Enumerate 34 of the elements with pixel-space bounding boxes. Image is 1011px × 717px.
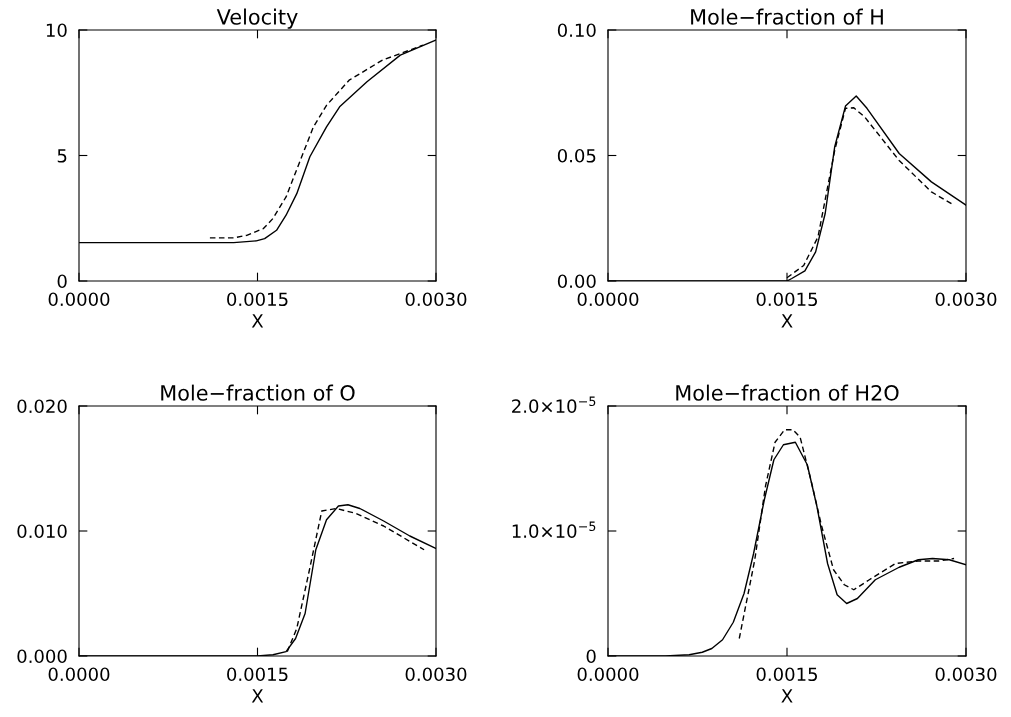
x-axis-title: X [251, 314, 264, 328]
x-tick-label: 0.0015 [756, 667, 818, 682]
chart-title: Mole−fraction of H2O [676, 384, 899, 401]
y-tick-label: 0.10 [557, 23, 596, 38]
chart-title: Velocity [216, 8, 298, 29]
x-tick-label: 0.0015 [756, 292, 818, 307]
y-tick-label: 0 [57, 274, 67, 289]
chart-title: Mole−fraction of H [691, 8, 883, 25]
x-tick-label: 0.0030 [405, 292, 467, 307]
x-tick-label: 0.0000 [48, 667, 110, 682]
x-tick-label: 0.0030 [935, 292, 997, 307]
y-tick-label: 2.0×10$^{−5}$ [512, 396, 596, 413]
y-tick-label: 0.020 [17, 399, 67, 414]
x-tick-label: 0.0030 [405, 667, 467, 682]
y-tick-label: 0 [586, 649, 596, 664]
line-series [286, 507, 425, 653]
y-tick-label: 0.010 [17, 524, 67, 539]
x-tick-label: 0.0000 [577, 667, 639, 682]
y-tick-label: 0.05 [557, 148, 596, 163]
y-tick-label: 10 [46, 23, 67, 38]
x-tick-label: 0.0015 [227, 667, 288, 682]
y-tick-label: 0.00 [557, 274, 596, 289]
x-tick-label: 0.0000 [577, 292, 639, 307]
y-tick-label: 1.0×10$^{−5}$ [512, 521, 596, 538]
x-axis-title: X [781, 689, 793, 703]
x-tick-label: 0.0000 [48, 292, 110, 307]
line-series [209, 44, 424, 239]
y-tick-label: 0.000 [17, 649, 67, 664]
x-axis-title: X [781, 314, 793, 328]
x-tick-label: 0.0015 [227, 292, 288, 307]
x-tick-label: 0.0030 [935, 667, 997, 682]
x-axis-title: X [251, 689, 264, 703]
y-tick-label: 5 [57, 149, 67, 163]
chart-title: Mole−fraction of O [161, 384, 355, 401]
